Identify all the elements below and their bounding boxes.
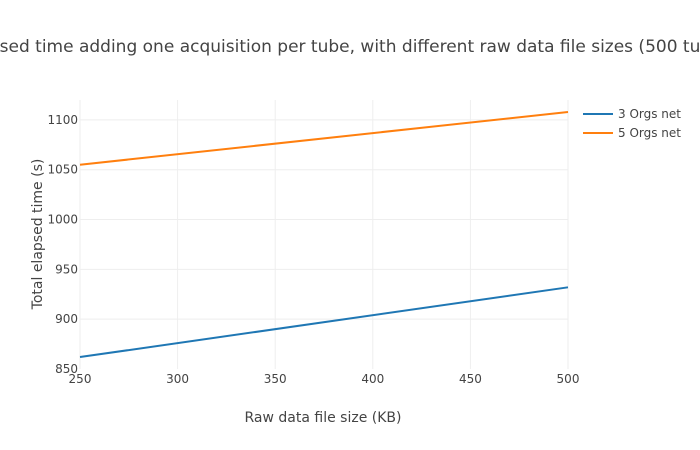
series-line xyxy=(79,110,569,166)
y-tick-label: 1050 xyxy=(47,163,78,177)
legend-label: 5 Orgs net xyxy=(618,126,681,140)
series-layer xyxy=(79,110,569,359)
legend: 3 Orgs net 5 Orgs net xyxy=(583,107,681,140)
y-axis-title: Total elapsed time (s) xyxy=(30,159,46,311)
x-tick-label: 250 xyxy=(69,372,92,386)
y-tick-label: 1100 xyxy=(47,113,78,127)
x-tick-label: 500 xyxy=(557,372,580,386)
grid xyxy=(79,100,569,369)
y-tick-label: 900 xyxy=(55,312,78,326)
x-tick-label: 350 xyxy=(264,372,287,386)
x-tick-label: 300 xyxy=(166,372,189,386)
y-tick-label: 1000 xyxy=(47,213,78,227)
series-line xyxy=(79,286,569,359)
x-tick-label: 400 xyxy=(361,372,384,386)
x-tick-label: 450 xyxy=(459,372,482,386)
y-tick-label: 850 xyxy=(55,362,78,376)
legend-label: 3 Orgs net xyxy=(618,107,681,121)
x-axis-title: Raw data file size (KB) xyxy=(245,410,402,426)
y-tick-label: 950 xyxy=(55,262,78,276)
tick-labels: 250 300 350 400 450 500 850 900 950 1000 1050 1100 xyxy=(47,113,579,386)
chart-title: sed time adding one acquisition per tube… xyxy=(0,37,700,57)
